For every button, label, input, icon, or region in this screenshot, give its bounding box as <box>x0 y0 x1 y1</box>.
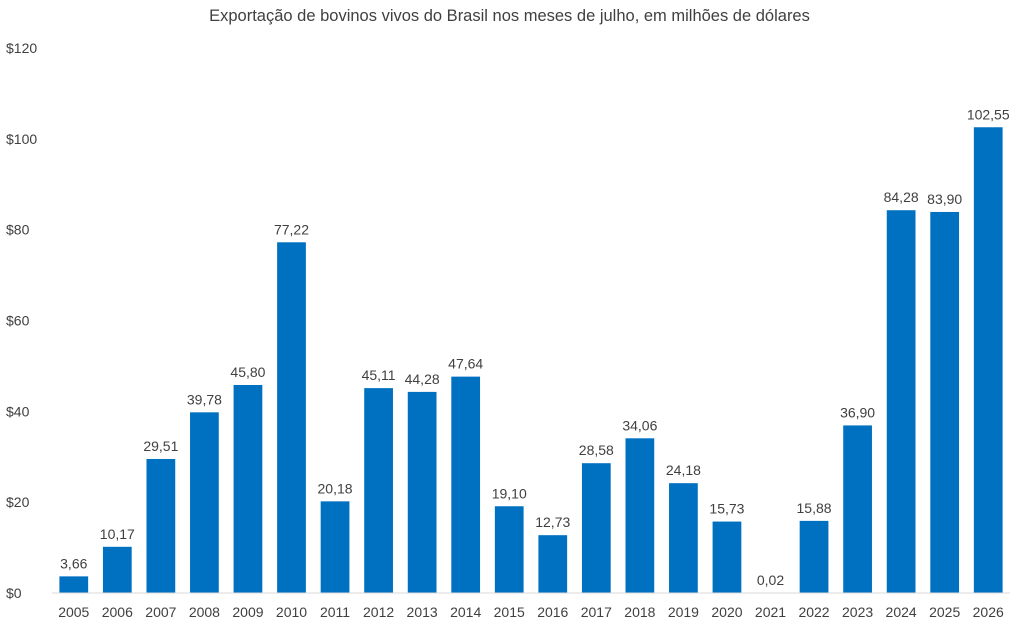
data-label: 15,73 <box>709 501 744 517</box>
y-tick-label: $100 <box>6 131 37 147</box>
data-label: 36,90 <box>840 404 875 420</box>
data-label: 29,51 <box>143 438 178 454</box>
data-label: 12,73 <box>535 514 570 530</box>
bar <box>930 211 960 593</box>
bar <box>59 576 89 593</box>
y-tick-label: $0 <box>6 585 22 601</box>
x-tick-label: 2011 <box>320 604 350 620</box>
x-tick-label: 2012 <box>363 604 394 620</box>
x-tick-label: 2013 <box>407 604 438 620</box>
x-tick-label: 2022 <box>798 604 829 620</box>
x-tick-label: 2025 <box>929 604 960 620</box>
x-tick-label: 2026 <box>973 604 1004 620</box>
x-tick-label: 2019 <box>668 604 699 620</box>
x-tick-label: 2016 <box>537 604 568 620</box>
x-tick-label: 2018 <box>624 604 655 620</box>
data-label: 20,18 <box>318 480 353 496</box>
bar <box>233 384 263 593</box>
bar <box>146 458 176 593</box>
data-label: 39,78 <box>187 391 222 407</box>
data-labels-group: 3,66 10,17 29,51 39,78 45,80 77,22 20,18 45,11 4… <box>60 106 1010 588</box>
x-tick-label: 2014 <box>450 604 481 620</box>
bar <box>669 483 698 593</box>
bar <box>451 376 481 593</box>
y-tick-label: $80 <box>6 222 30 238</box>
bar <box>712 521 742 593</box>
data-label: 102,55 <box>967 106 1010 122</box>
bar <box>625 438 655 593</box>
chart-title: Exportação de bovinos vivos do Brasil no… <box>209 7 810 25</box>
bar <box>799 520 829 593</box>
data-label: 47,64 <box>448 356 483 372</box>
data-label: 0,02 <box>757 572 784 588</box>
data-label: 19,10 <box>492 485 527 501</box>
data-label: 34,06 <box>622 417 657 433</box>
bar <box>320 501 350 593</box>
x-tick-label: 2024 <box>886 604 917 620</box>
data-label: 45,80 <box>230 364 265 380</box>
data-label: 28,58 <box>579 442 614 458</box>
bar <box>102 546 132 593</box>
data-label: 45,11 <box>362 367 396 383</box>
x-tick-label: 2021 <box>755 604 786 620</box>
y-tick-label: $60 <box>6 313 30 329</box>
bar <box>973 127 1003 594</box>
data-label: 10,17 <box>100 526 135 542</box>
bar <box>886 210 916 593</box>
bar <box>843 425 872 593</box>
data-label: 15,88 <box>797 500 832 516</box>
y-tick-label: $40 <box>6 403 30 419</box>
bar <box>277 242 306 594</box>
bar <box>538 535 568 593</box>
data-label: 77,22 <box>274 221 309 237</box>
x-tick-label: 2009 <box>232 604 263 620</box>
data-label: 84,28 <box>884 189 919 205</box>
y-tick-label: $20 <box>6 494 30 510</box>
x-tick-label: 2005 <box>58 604 89 620</box>
x-tick-label: 2015 <box>494 604 525 620</box>
y-tick-label: $120 <box>6 40 37 56</box>
y-axis: $0 $20 $40 $60 $80 $100 $120 <box>6 40 37 601</box>
bar <box>190 412 219 593</box>
bar <box>364 388 393 593</box>
bar <box>494 506 524 593</box>
x-tick-label: 2008 <box>189 604 220 620</box>
x-tick-label: 2007 <box>145 604 176 620</box>
data-label: 3,66 <box>60 555 87 571</box>
bar <box>407 391 437 593</box>
x-tick-label: 2020 <box>711 604 742 620</box>
data-label: 83,90 <box>927 191 962 207</box>
data-label: 44,28 <box>405 371 440 387</box>
x-axis: 2005 2006 2007 2008 2009 2010 2011 2012 2013 2014… <box>52 592 1010 620</box>
bar <box>581 463 611 593</box>
x-tick-label: 2006 <box>102 604 133 620</box>
x-tick-label: 2017 <box>581 604 612 620</box>
x-tick-label: 2023 <box>842 604 873 620</box>
bars-group <box>59 127 1003 594</box>
data-label: 24,18 <box>666 462 701 478</box>
x-tick-label: 2010 <box>276 604 307 620</box>
